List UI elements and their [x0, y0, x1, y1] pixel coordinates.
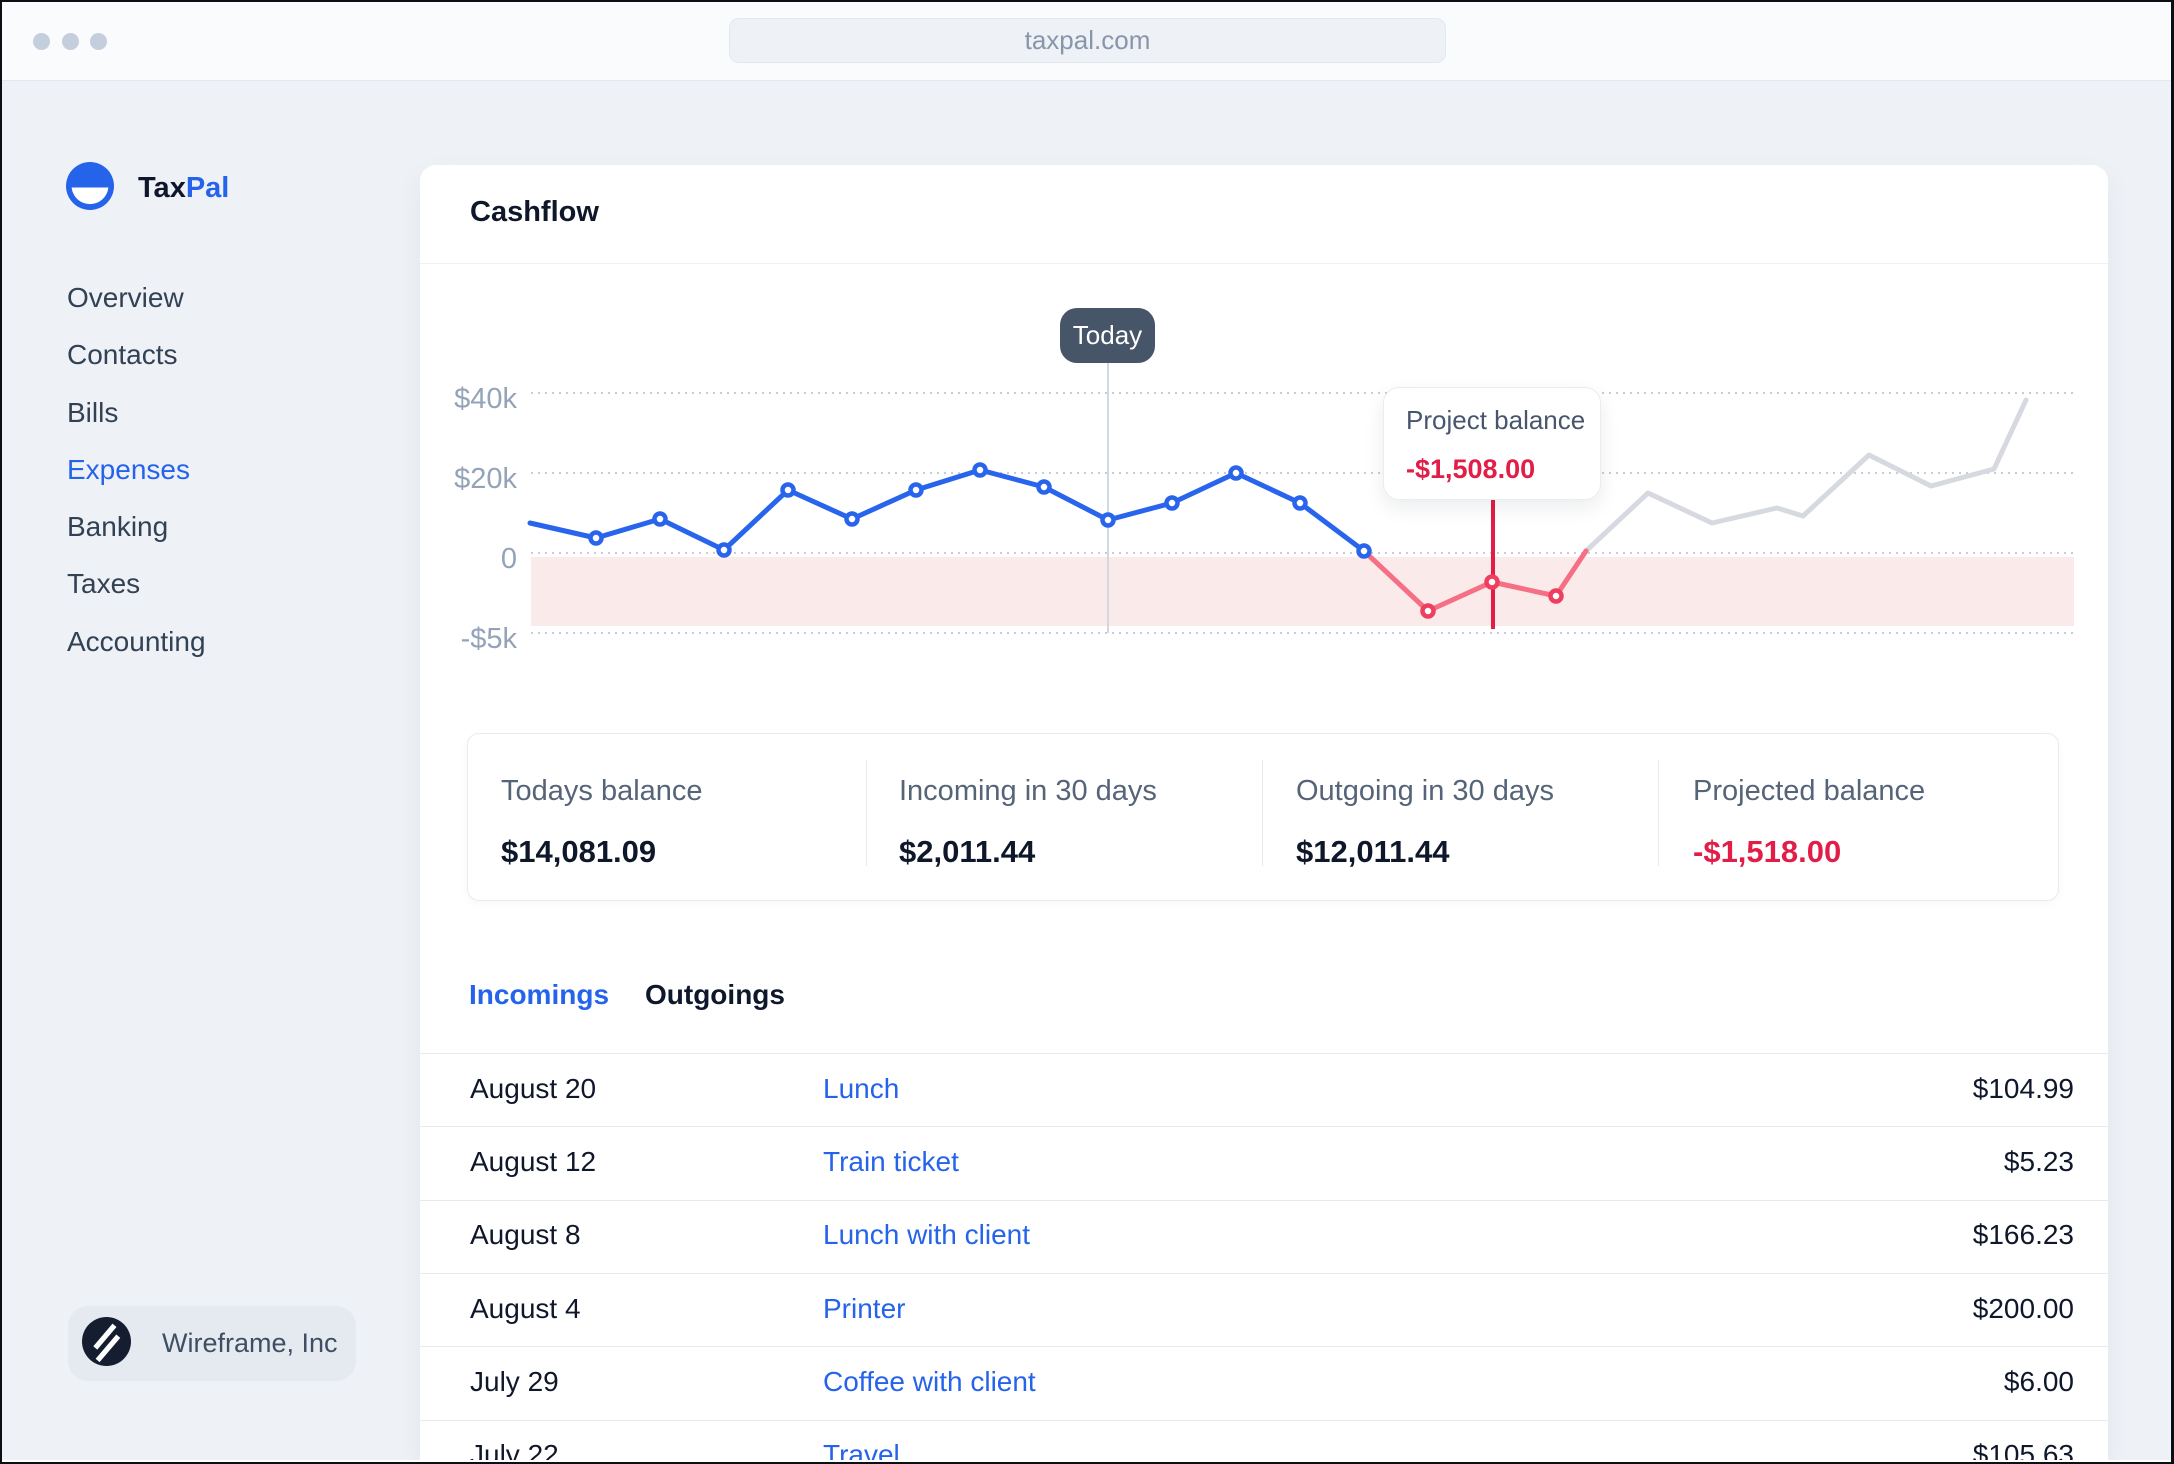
svg-text:$40k: $40k [454, 383, 517, 415]
svg-text:$20k: $20k [454, 463, 517, 495]
svg-text:0: 0 [501, 543, 517, 575]
svg-text:-$5k: -$5k [461, 623, 518, 655]
